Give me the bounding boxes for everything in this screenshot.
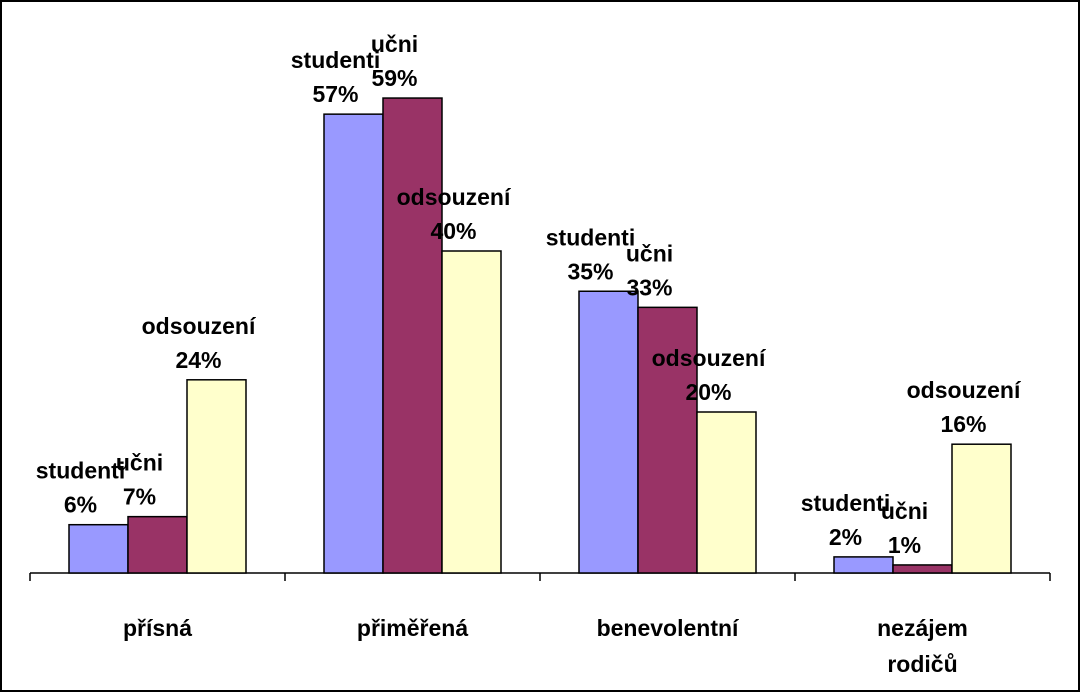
bar [578,290,639,574]
bar [833,556,894,574]
data-label-name: odsouzení [397,184,512,210]
data-label-name: odsouzení [652,345,767,371]
data-label-name: studenti [291,47,380,73]
data-label-value: 40% [430,218,476,244]
data-label-value: 24% [175,347,221,373]
bar [127,515,188,574]
bar [323,113,384,574]
bar [441,250,502,574]
data-label-value: 35% [567,258,613,284]
bar [186,379,247,574]
x-tick-label: nezájem rodičů [877,615,968,677]
data-label-value: 59% [371,65,417,91]
data-label-name: odsouzení [142,313,257,339]
x-tick-label: přísná [123,615,192,641]
data-label-value: 57% [312,81,358,107]
data-label-name: studenti [36,458,125,484]
data-label-name: učni [881,498,928,524]
data-label-value: 2% [829,524,862,550]
data-label-name: učni [626,240,673,266]
data-label-name: učni [371,31,418,57]
data-label-value: 20% [685,379,731,405]
bar [892,564,953,574]
data-label-name: studenti [801,490,890,516]
x-tick-label: přiměřená [357,615,468,641]
data-label-value: 6% [64,492,97,518]
data-label-value: 7% [123,484,156,510]
bar [951,443,1012,574]
data-label-name: učni [116,450,163,476]
bar [637,306,698,574]
data-label-value: 1% [888,532,921,558]
bar [696,411,757,574]
x-tick-label: benevolentní [597,615,740,641]
bar [68,523,129,574]
data-label-name: studenti [546,224,635,250]
data-label-name: odsouzení [907,377,1022,403]
data-label-value: 33% [626,274,672,300]
bar [382,97,443,574]
data-label-value: 16% [940,411,986,437]
